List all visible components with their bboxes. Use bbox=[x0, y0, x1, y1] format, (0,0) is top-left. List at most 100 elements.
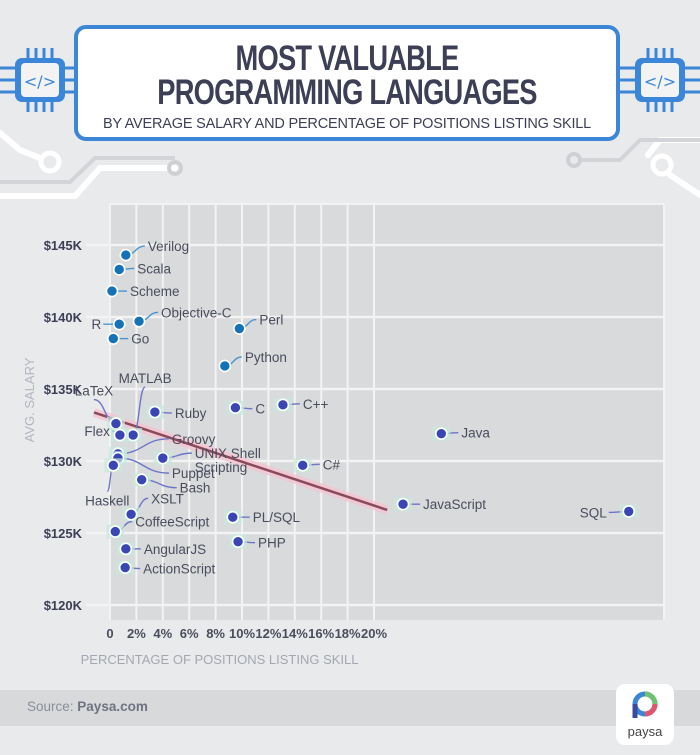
plot-area bbox=[110, 204, 664, 620]
trendline-group bbox=[92, 408, 389, 515]
circuit-trace-right-gray bbox=[580, 138, 700, 162]
y-tick-label: $135K bbox=[44, 382, 83, 397]
point-label: Go bbox=[131, 332, 149, 347]
gridlines bbox=[86, 203, 665, 620]
source-credit: Source: Paysa.com bbox=[27, 699, 148, 714]
data-point: Python bbox=[218, 350, 287, 373]
point-label: UNIX Shell bbox=[195, 446, 261, 461]
point-marker bbox=[107, 332, 120, 345]
chip-icon-left: </> bbox=[0, 48, 74, 112]
point-marker bbox=[229, 401, 242, 415]
point-marker bbox=[148, 405, 162, 419]
point-marker bbox=[233, 322, 246, 335]
paysa-logo: paysa bbox=[616, 684, 674, 745]
point-marker bbox=[113, 428, 127, 442]
data-point: PL/SQL bbox=[223, 510, 301, 525]
paysa-logo-text: paysa bbox=[627, 724, 663, 739]
point-label: C++ bbox=[303, 397, 329, 412]
chart-subtitle: BY AVERAGE SALARY AND PERCENTAGE OF POSI… bbox=[102, 116, 592, 132]
x-axis-label: PERCENTAGE OF POSITIONS LISTING SKILL bbox=[81, 652, 359, 667]
x-tick-label: 6% bbox=[180, 626, 199, 641]
source-prefix: Source: bbox=[27, 699, 74, 714]
data-point: Verilog bbox=[119, 239, 189, 262]
point-label: CoffeeScript bbox=[135, 515, 209, 530]
point-label: Ruby bbox=[175, 406, 207, 421]
data-point: LaTeX bbox=[75, 384, 125, 431]
data-point: SQL bbox=[580, 504, 638, 520]
y-tick-label: $125K bbox=[44, 526, 83, 541]
svg-text:</>: </> bbox=[24, 72, 56, 91]
scatter-chart: 0 2% 4% 6% 8% 10% 12% 14% 16% 18% 20% $120K$125K$1… bbox=[22, 203, 665, 667]
x-tick-label: 4% bbox=[153, 626, 172, 641]
point-marker bbox=[126, 428, 140, 442]
point-label: MATLAB bbox=[119, 371, 172, 386]
point-marker bbox=[124, 507, 138, 521]
point-marker bbox=[112, 263, 126, 276]
point-label: Objective-C bbox=[161, 305, 232, 320]
data-point: Flex bbox=[84, 424, 129, 443]
circuit-node-left-small bbox=[167, 160, 183, 176]
point-marker bbox=[118, 561, 132, 574]
source-band bbox=[0, 690, 700, 726]
point-label: Flex bbox=[84, 424, 110, 439]
point-marker bbox=[218, 359, 232, 373]
data-point: Objective-C bbox=[132, 305, 232, 328]
data-point: ActionScript bbox=[116, 560, 215, 577]
point-marker bbox=[276, 398, 290, 412]
chart-title-line1: MOST VALUABLE bbox=[235, 39, 460, 78]
y-axis-ticks: $120K $125K $130K $135K $140K $145K bbox=[44, 238, 83, 613]
x-axis-ticks: 0 2% 4% 6% 8% 10% 12% 14% 16% 18% 20% bbox=[106, 626, 387, 641]
data-point: R bbox=[91, 317, 126, 332]
point-marker bbox=[119, 248, 133, 262]
data-point: AngularJS bbox=[116, 541, 206, 557]
point-label: Scala bbox=[137, 261, 171, 276]
point-label: C bbox=[255, 402, 265, 417]
point-label: Perl bbox=[259, 313, 283, 328]
trendline bbox=[93, 411, 388, 512]
data-point: XSLT bbox=[122, 491, 184, 522]
circuit-node-left bbox=[38, 150, 62, 174]
svg-text:</>: </> bbox=[644, 72, 676, 91]
point-marker bbox=[296, 459, 310, 472]
point-marker bbox=[135, 473, 148, 487]
point-marker bbox=[119, 542, 133, 556]
data-point: Haskell bbox=[85, 458, 129, 508]
data-point: PHP bbox=[229, 534, 286, 551]
data-point: C# bbox=[293, 457, 340, 473]
paysa-logo-icon bbox=[632, 691, 658, 718]
x-tick-label: 18% bbox=[335, 626, 361, 641]
point-label: PL/SQL bbox=[253, 510, 301, 525]
point-label: Groovy bbox=[172, 432, 216, 447]
point-marker bbox=[112, 317, 126, 331]
data-point: C bbox=[226, 400, 265, 417]
point-label: Puppet bbox=[172, 466, 215, 481]
point-marker bbox=[435, 427, 448, 440]
point-marker bbox=[396, 497, 410, 511]
circuit-trace-left bbox=[0, 130, 178, 199]
y-axis-label: AVG. SALARY bbox=[22, 357, 37, 442]
data-point: CoffeeScript bbox=[106, 515, 210, 539]
data-point: Bash bbox=[132, 472, 210, 496]
x-tick-label: 0 bbox=[106, 626, 113, 641]
y-tick-label: $145K bbox=[44, 238, 83, 253]
point-marker bbox=[226, 510, 240, 524]
point-marker bbox=[105, 284, 119, 298]
data-points: Verilog Scala Scheme Objective-C R Perl Go Pyth… bbox=[75, 239, 638, 577]
point-label: Verilog bbox=[148, 239, 189, 254]
point-label: Scripting bbox=[195, 460, 248, 475]
point-label: Java bbox=[461, 426, 490, 441]
point-label: XSLT bbox=[151, 491, 184, 506]
y-tick-label: $120K bbox=[44, 598, 83, 613]
title-banner: MOST VALUABLE PROGRAMMING LANGUAGES BY A… bbox=[74, 25, 620, 141]
data-point: Java bbox=[432, 426, 490, 441]
data-point: Scheme bbox=[105, 284, 180, 299]
x-tick-label: 8% bbox=[206, 626, 225, 641]
x-tick-label: 20% bbox=[361, 626, 387, 641]
y-tick-label: $140K bbox=[44, 310, 83, 325]
data-point: JavaScript bbox=[394, 497, 486, 512]
point-label: AngularJS bbox=[144, 542, 206, 557]
chart-title-line2: PROGRAMMING LANGUAGES bbox=[157, 73, 537, 112]
point-marker bbox=[622, 505, 636, 518]
x-tick-label: 12% bbox=[255, 626, 281, 641]
